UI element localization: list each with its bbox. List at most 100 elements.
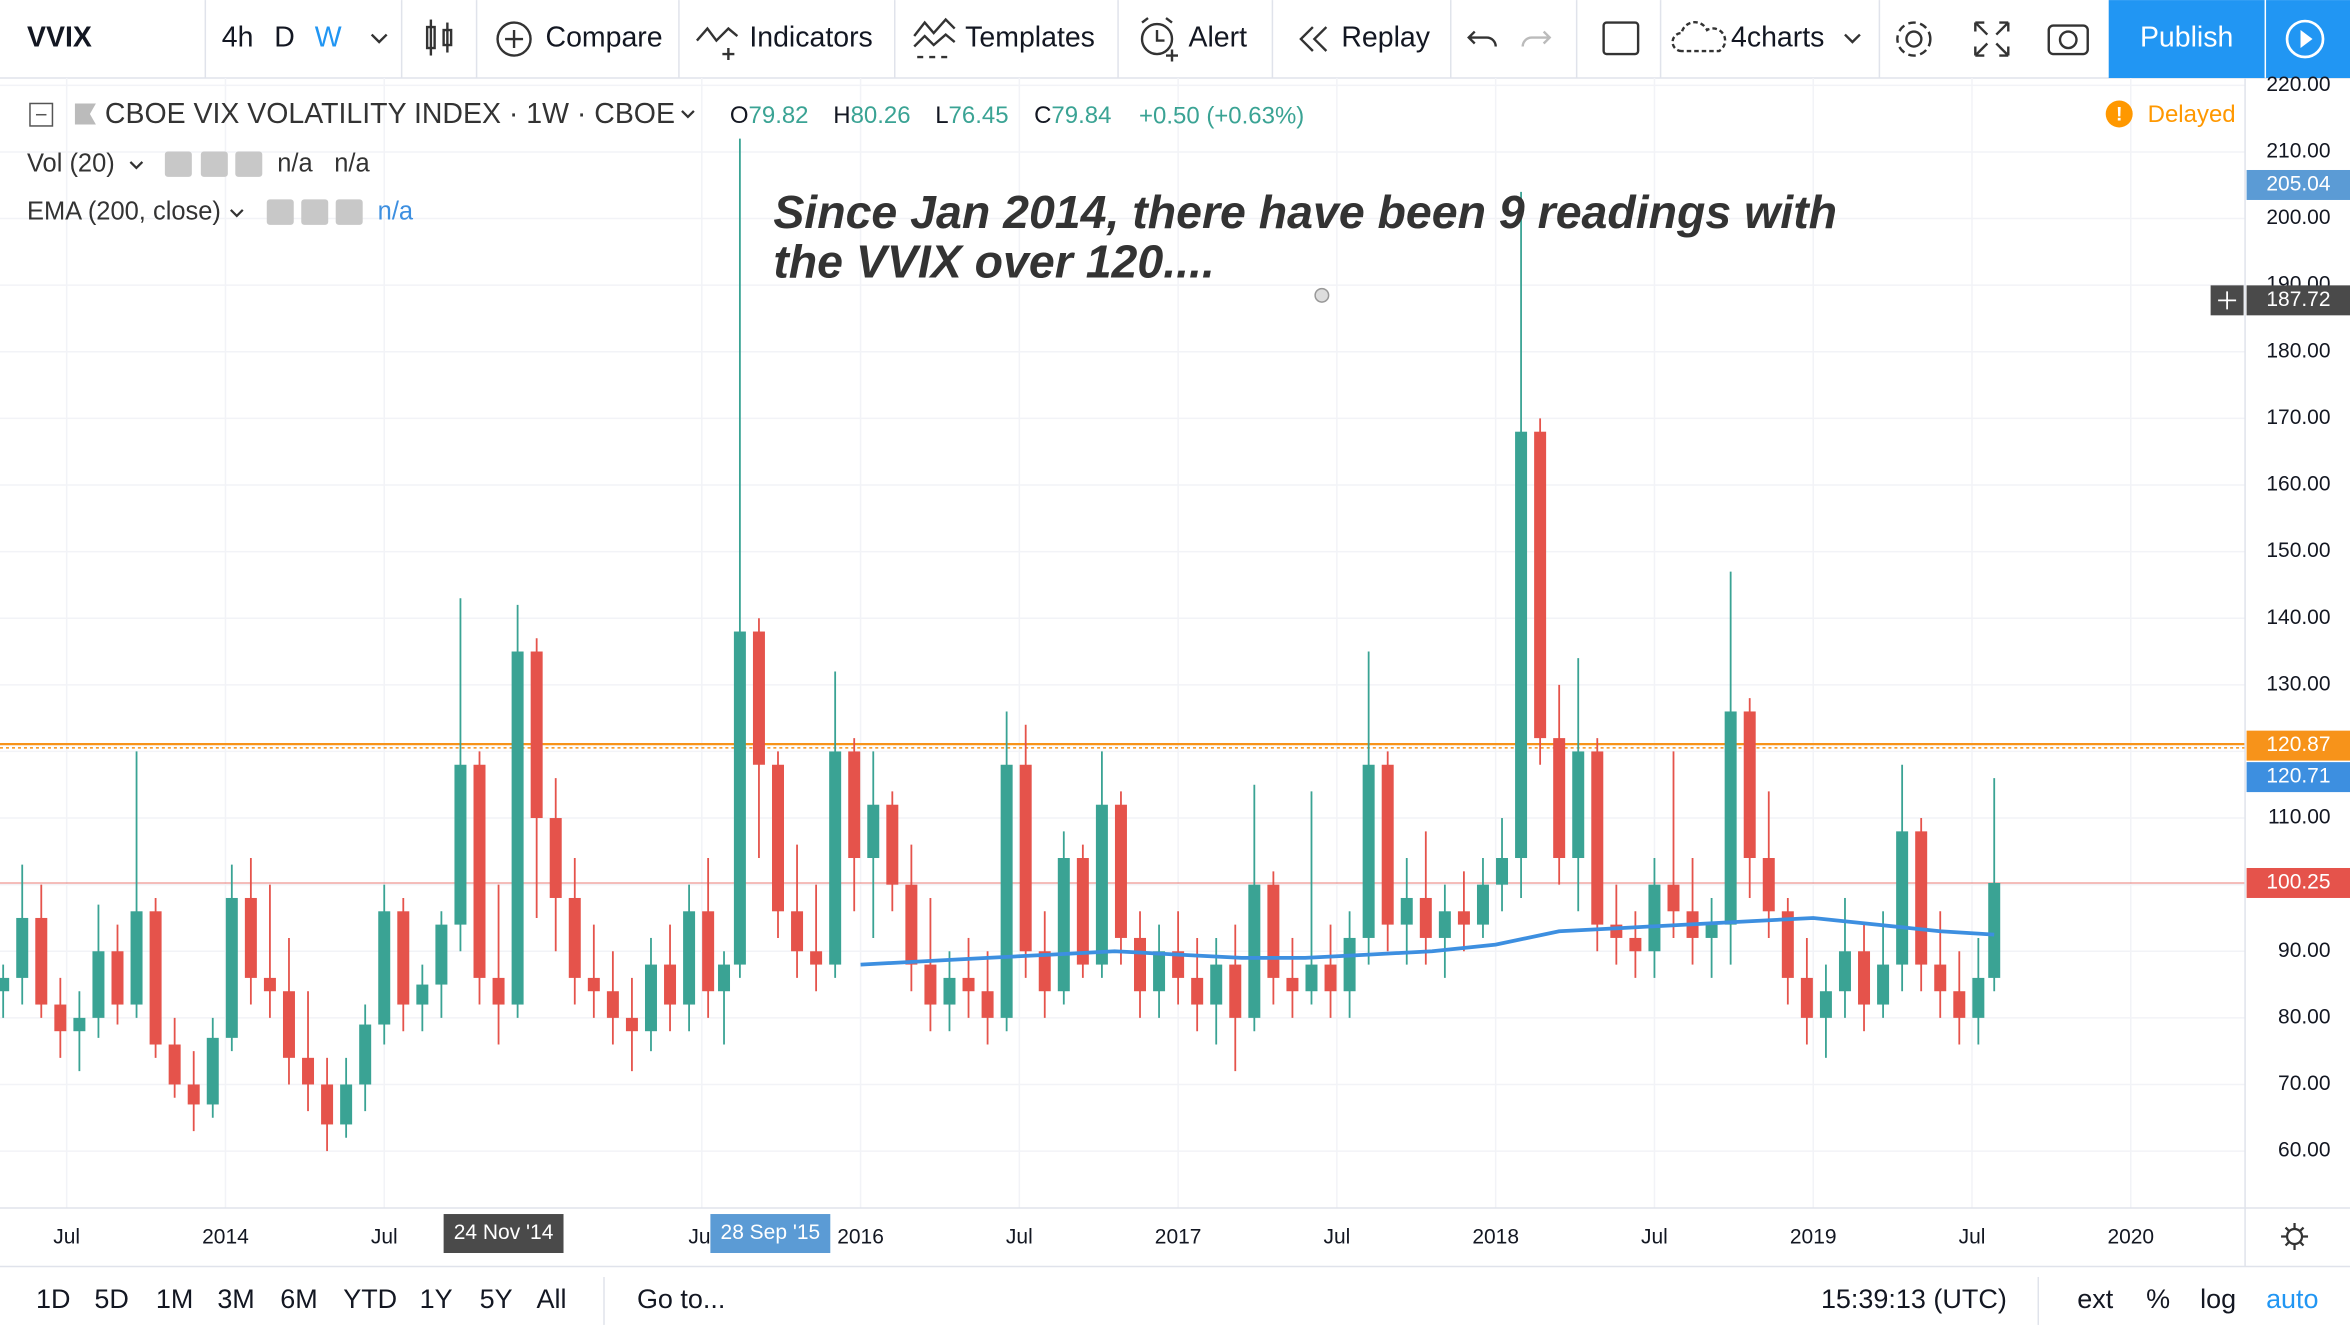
crosshair-plus [2218,291,2237,310]
candle-body [1515,431,1528,859]
candle-body [54,1004,67,1032]
candle-body [683,911,696,1005]
clock: 15:39:13 (UTC) [1821,1284,2007,1314]
candle-body [1610,924,1623,938]
y-tick-label: 90.00 [2278,939,2330,962]
range-button[interactable]: 1Y [420,1284,453,1314]
interval[interactable]: 4h [222,22,254,54]
candle-body [206,1037,219,1105]
candle-body [511,651,524,1005]
snapshot-icon[interactable] [2047,24,2089,56]
interval[interactable]: D [274,22,295,54]
candle-body [1572,751,1585,859]
indicator-name[interactable]: Vol (20) [27,150,115,178]
axis-option[interactable]: log [2200,1284,2236,1314]
price-label-bg [2246,762,2350,793]
templates-icon[interactable] [913,17,956,59]
range-button[interactable]: YTD [343,1284,397,1314]
indicator-controls[interactable] [266,199,363,225]
candle-body [1210,964,1223,1005]
compare-icon[interactable] [496,21,532,57]
x-tick-label: Jul [371,1226,398,1249]
ohlc-value: 79.84 [1051,102,1111,129]
candle-body [492,977,505,1005]
publish-button-bg[interactable] [2108,0,2265,79]
candle-body [378,911,391,1025]
chevron[interactable] [1844,33,1861,44]
cloud-icon[interactable] [1671,21,1727,53]
settings-icon[interactable] [1896,21,1932,57]
candle-body [867,804,880,859]
templates-button[interactable]: Templates [965,22,1095,54]
range-button[interactable]: 3M [217,1284,254,1314]
y-tick-label: 180.00 [2266,339,2330,362]
indicator-value: n/a [378,198,414,226]
alert-button[interactable]: Alert [1188,22,1247,54]
indicator-name[interactable]: EMA (200, close) [27,198,221,226]
axis-option[interactable]: auto [2266,1284,2319,1314]
annotation: the VVIX over 120.... [773,236,1215,288]
range-button[interactable]: 5D [94,1284,128,1314]
layout-icon[interactable] [1602,21,1640,56]
range-button[interactable]: 5Y [480,1284,513,1314]
range-button[interactable]: All [537,1284,567,1314]
candle-body [772,764,784,912]
range-button[interactable]: 1D [36,1284,70,1314]
range-button[interactable]: 6M [280,1284,317,1314]
candle-body [1953,991,1966,1018]
play-icon [2300,30,2313,49]
annotation-anchor[interactable] [1314,287,1330,303]
axis-option[interactable]: ext [2077,1284,2113,1314]
indicators-button[interactable]: Indicators [749,22,872,54]
range-button[interactable]: 1M [156,1284,193,1314]
alert-icon[interactable] [1140,17,1178,62]
fullscreen-icon[interactable] [1974,21,2010,57]
undo-icon[interactable] [1467,30,1497,47]
axis-option[interactable]: % [2146,1284,2170,1314]
candle-body [1819,991,1832,1018]
ohlc-value: 76.45 [949,102,1009,129]
candle-body [943,977,956,1005]
candle-body [1076,858,1089,965]
symbol[interactable]: VVIX [27,22,92,54]
toolbar: VVIX 4h D W Compare Indicators Templates… [0,0,2350,79]
candle-body [664,964,677,1005]
candle-body [225,897,238,1038]
redo-icon[interactable] [1521,30,1552,47]
change: +0.50 (+0.63%) [1139,102,1304,129]
date-marker: 28 Sep '15 [721,1221,821,1244]
delayed[interactable]: Delayed [2148,101,2236,128]
replay-button[interactable]: Replay [1341,22,1430,54]
collapse-icon[interactable] [29,102,54,127]
ema-line [860,916,1995,967]
chevron[interactable] [129,161,144,170]
price-label: 205.04 [2266,173,2330,196]
annotation: Since Jan 2014, there have been 9 readin… [773,186,1837,238]
goto[interactable]: Go to... [637,1284,725,1314]
y-tick-label: 130.00 [2266,672,2330,695]
indicators-icon[interactable] [696,26,739,61]
candle-body [244,897,257,978]
candle-body [1476,884,1489,925]
candle-body [905,884,918,965]
chevron[interactable] [681,110,695,119]
indicator-controls[interactable] [164,151,263,177]
chevron[interactable] [230,209,244,218]
y-tick-label: 70.00 [2278,1072,2330,1095]
ohlc-label: C [1034,102,1051,129]
chevron[interactable] [370,33,388,44]
candle-body [606,991,619,1018]
interval[interactable]: W [315,22,342,54]
chart-style-icon[interactable] [425,19,453,56]
candle-body [397,911,410,1005]
replay-icon[interactable] [1299,26,1328,52]
candle-body [1896,831,1909,965]
price-label-bg [2246,285,2350,316]
axis-settings-icon[interactable] [2285,1227,2304,1246]
publish-button[interactable]: Publish [2140,22,2233,54]
y-tick-label: 220.00 [2266,73,2330,96]
candle-body [1743,711,1756,859]
layout-name[interactable]: 4charts [1731,22,1824,54]
compare-button[interactable]: Compare [546,22,663,54]
symbol-title[interactable]: CBOE VIX VOLATILITY INDEX · 1W · CBOE [105,98,675,130]
